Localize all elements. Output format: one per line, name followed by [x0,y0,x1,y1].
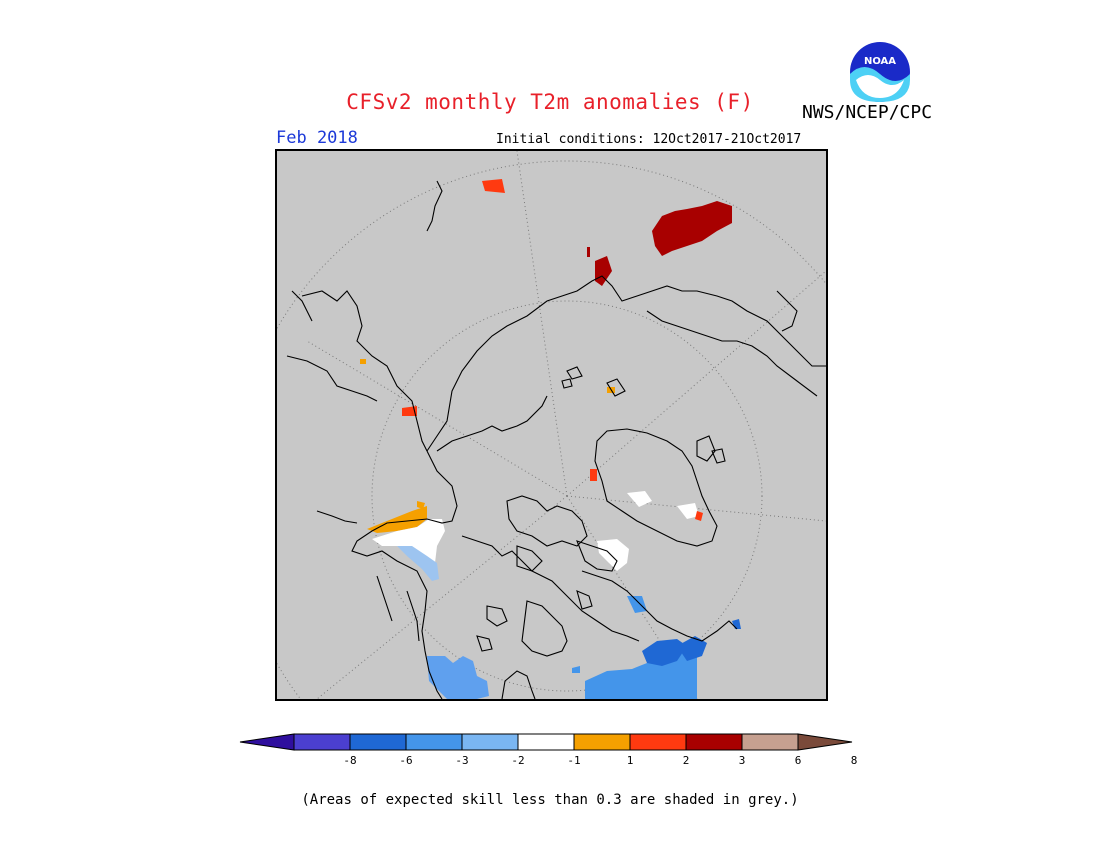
skill-footnote: (Areas of expected skill less than 0.3 a… [301,792,799,808]
anomaly-iberia [360,359,366,364]
forecast-month: Feb 2018 [276,128,358,148]
colorbar [238,730,862,758]
anomaly-kazakhstan-red [595,256,612,286]
anomaly-ontario-quebec [642,639,687,666]
colorbar-tick-label: 1 [626,754,634,767]
colorbar-swatch [349,733,407,751]
colorbar-tick-label: -3 [455,754,469,767]
anomaly-central-russia [652,201,732,256]
chart-title: CFSv2 monthly T2m anomalies (F) [346,90,754,114]
noaa-logo-icon: NOAA [848,40,912,104]
colorbar-tick-label: -2 [511,754,525,767]
colorbar-tick-label: 2 [682,754,690,767]
colorbar-svg [239,733,853,751]
colorbar-tick-label: 3 [738,754,746,767]
colorbar-swatch [293,733,351,751]
anomaly-newfoundland [732,619,741,629]
colorbar-tick-label: 6 [794,754,802,767]
colorbar-tick-label: -8 [343,754,357,767]
anomaly-greenland-west [627,491,652,507]
colorbar-swatch [461,733,519,751]
anomaly-central-asia [482,179,505,193]
anomaly-western-europe [402,406,417,416]
colorbar-tick-label: -6 [399,754,413,767]
anomaly-canadian-archipelago [597,539,629,571]
anomaly-quebec [677,636,707,661]
map-panel [275,149,828,701]
noaa-logo: NOAA [848,40,912,104]
agency-label: NWS/NCEP/CPC [802,102,933,123]
anomaly-alaska-orange-small [417,501,425,509]
anomaly-southern-alaska [397,546,439,581]
anomaly-labrador [627,596,647,613]
colorbar-swatch [629,733,687,751]
anomaly-great-lakes [572,666,580,673]
colorbar-arrow-low [239,733,295,751]
anomaly-greenland-east [677,503,699,519]
colorbar-swatch [405,733,463,751]
logo-text: NOAA [864,56,896,67]
colorbar-arrow-high [797,733,853,751]
initial-conditions: Initial conditions: 12Oct2017-21Oct2017 [496,132,802,147]
anomaly-shading [360,179,741,699]
anomaly-pacific-nw [427,656,489,699]
coastlines [286,180,826,699]
anomaly-siberia-small [587,247,590,257]
colorbar-swatch [573,733,631,751]
polar-map [277,151,826,699]
colorbar-tick-label: -1 [567,754,581,767]
anomaly-greenland-point [695,511,703,521]
graticule [277,151,826,699]
anomaly-iceland [590,469,597,481]
colorbar-swatch [741,733,799,751]
colorbar-swatch [685,733,743,751]
colorbar-tick-label: 8 [850,754,858,767]
colorbar-swatch [517,733,575,751]
